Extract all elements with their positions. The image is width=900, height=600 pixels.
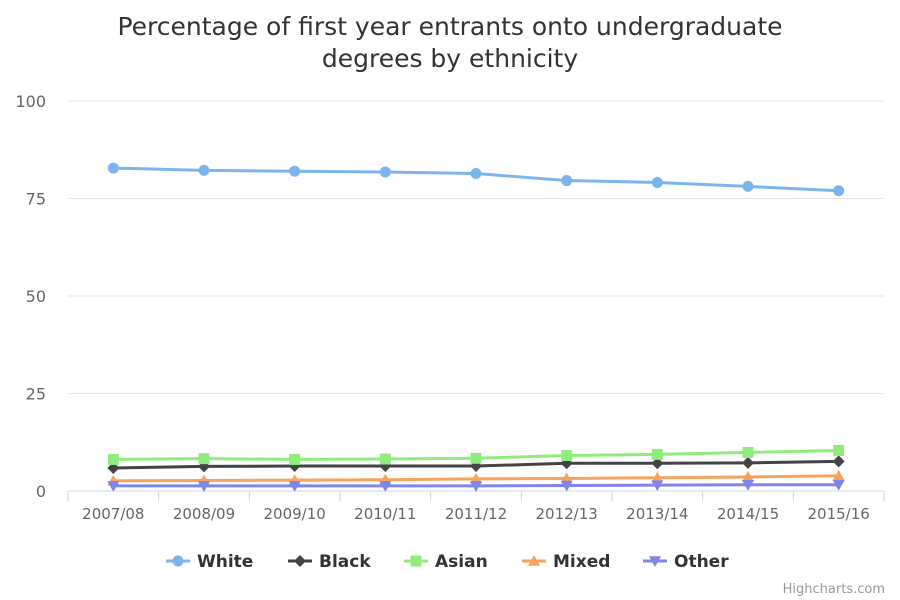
legend-marker	[294, 555, 306, 567]
legend-item-mixed[interactable]: Mixed	[522, 552, 610, 572]
series-lines	[107, 162, 845, 492]
legend-marker	[528, 555, 540, 566]
data-point-other[interactable]	[560, 480, 573, 492]
data-point-other[interactable]	[288, 481, 301, 492]
y-tick-label: 25	[26, 385, 46, 404]
data-point-white[interactable]	[107, 162, 119, 174]
series-other	[107, 479, 845, 492]
data-point-white[interactable]	[289, 165, 301, 177]
x-tick-label: 2012/13	[536, 505, 598, 523]
data-point-white[interactable]	[470, 168, 482, 180]
legend-label: White	[197, 552, 253, 572]
x-tick-label: 2007/08	[82, 505, 144, 523]
x-tick-label: 2010/11	[354, 505, 416, 523]
data-point-asian[interactable]	[379, 453, 391, 465]
data-point-mixed[interactable]	[560, 472, 573, 484]
data-point-asian[interactable]	[561, 450, 573, 462]
x-tick-label: 2015/16	[808, 505, 870, 523]
data-point-white[interactable]	[561, 175, 573, 187]
data-point-asian[interactable]	[289, 453, 301, 465]
x-tick-label: 2008/09	[173, 505, 235, 523]
data-point-mixed[interactable]	[470, 472, 482, 484]
y-tick-label: 75	[26, 190, 46, 209]
gridlines	[68, 100, 884, 394]
data-point-other[interactable]	[651, 480, 664, 492]
data-point-asian[interactable]	[107, 453, 119, 465]
data-point-asian[interactable]	[833, 444, 845, 456]
legend-label: Black	[319, 552, 371, 572]
data-point-other[interactable]	[742, 479, 754, 491]
y-tick-label: 0	[36, 482, 46, 501]
data-point-other[interactable]	[198, 481, 210, 492]
legend-item-black[interactable]: Black	[288, 552, 371, 572]
y-tick-label: 100	[15, 92, 46, 111]
legend-marker	[410, 555, 422, 567]
data-point-asian[interactable]	[470, 452, 482, 464]
x-tick-label: 2013/14	[626, 505, 688, 523]
data-point-black[interactable]	[651, 457, 664, 470]
x-tick-label: 2011/12	[445, 505, 507, 523]
chart-title: Percentage of first year entrants onto u…	[117, 12, 782, 73]
data-point-black[interactable]	[742, 456, 754, 469]
chart-title-line: degrees by ethnicity	[322, 44, 579, 73]
x-axis: 2007/08 2008/09 2009/10 2010/11 2011/12 2012/…	[67, 490, 885, 523]
chart-title-line: Percentage of first year entrants onto u…	[117, 12, 782, 41]
legend: White Black Asian Mixed Other	[166, 552, 729, 572]
data-point-asian[interactable]	[742, 446, 754, 458]
data-point-white[interactable]	[198, 164, 210, 176]
legend-item-white[interactable]: White	[166, 552, 253, 572]
y-tick-label: 50	[26, 287, 46, 306]
data-point-black[interactable]	[832, 455, 845, 468]
data-point-mixed[interactable]	[651, 471, 664, 483]
data-point-asian[interactable]	[651, 448, 663, 460]
x-tick-label: 2014/15	[717, 505, 779, 523]
legend-label: Mixed	[553, 552, 610, 572]
data-point-white[interactable]	[651, 177, 663, 189]
data-point-white[interactable]	[742, 180, 754, 192]
data-point-mixed[interactable]	[832, 469, 845, 481]
data-point-white[interactable]	[379, 166, 391, 178]
legend-marker	[172, 555, 184, 567]
data-point-white[interactable]	[833, 185, 845, 197]
data-point-other[interactable]	[107, 481, 120, 492]
legend-item-asian[interactable]: Asian	[404, 552, 488, 572]
data-point-asian[interactable]	[198, 453, 210, 465]
series-white	[107, 162, 845, 197]
legend-label: Other	[674, 552, 729, 572]
x-tick-label: 2009/10	[264, 505, 326, 523]
legend-item-other[interactable]: Other	[643, 552, 729, 572]
series-asian	[107, 444, 845, 465]
y-axis-tick-labels: 0 25 50 75 100	[15, 92, 46, 501]
data-point-black[interactable]	[107, 461, 120, 474]
credits-link[interactable]: Highcharts.com	[783, 582, 885, 597]
legend-label: Asian	[435, 552, 488, 572]
data-point-mixed[interactable]	[742, 470, 754, 482]
data-point-other[interactable]	[379, 481, 392, 492]
data-point-other[interactable]	[832, 479, 845, 491]
data-point-other[interactable]	[470, 481, 482, 492]
legend-marker	[649, 556, 661, 567]
